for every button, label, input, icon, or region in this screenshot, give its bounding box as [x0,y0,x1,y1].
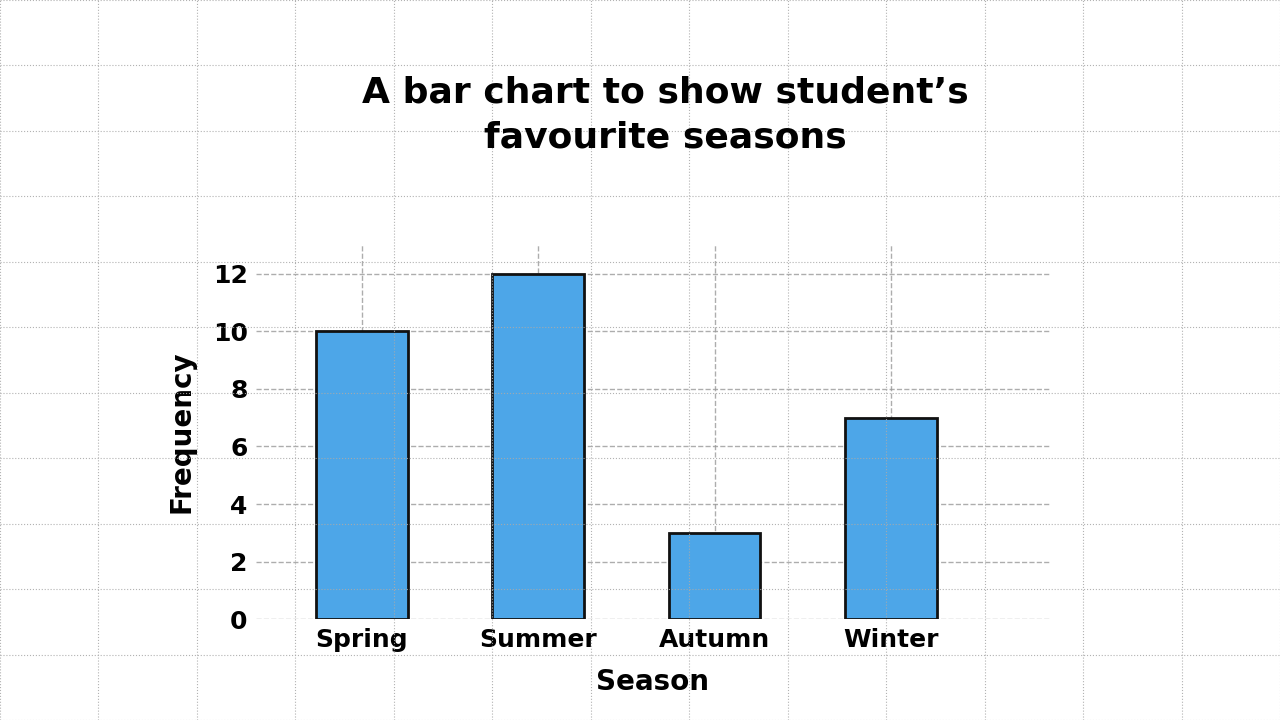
Text: A bar chart to show student’s
favourite seasons: A bar chart to show student’s favourite … [362,76,969,155]
Bar [493,274,584,619]
X-axis label: Season: Season [596,668,709,696]
Y-axis label: Frequency: Frequency [168,351,196,513]
Bar [316,331,407,619]
Bar [668,533,760,619]
Bar [845,418,937,619]
